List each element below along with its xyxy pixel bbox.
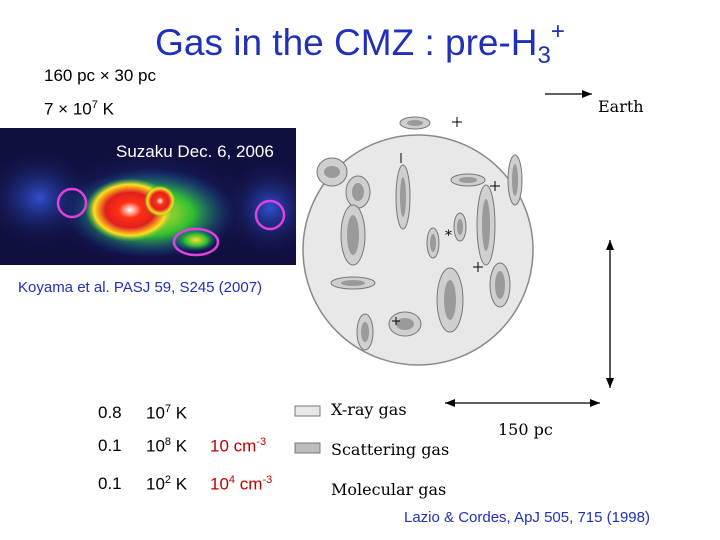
xray-image-caption: Suzaku Dec. 6, 2006 xyxy=(116,142,274,161)
temperature-cell: 102 K xyxy=(146,474,188,494)
fraction-cell: 0.8 xyxy=(98,403,122,422)
legend-molecular-gas: Molecular gas xyxy=(331,480,447,499)
xray-gas-swatch xyxy=(294,405,321,417)
cmz-gas-diagram: * xyxy=(294,90,614,454)
density-cell: 104 cm-3 xyxy=(210,474,273,494)
region-temperature-text: 7 × 107 K xyxy=(44,99,114,119)
koyama-citation: Koyama et al. PASJ 59, S245 (2007) xyxy=(18,279,263,296)
temperature-cell: 108 K xyxy=(146,436,188,456)
scale-label: 150 pc xyxy=(498,420,553,439)
gas-clouds xyxy=(316,116,523,351)
slide-title: Gas in the CMZ : pre-H3+ xyxy=(155,18,565,69)
legend-xray-gas: X-ray gas xyxy=(331,400,407,419)
scattering-gas-swatch xyxy=(294,442,321,454)
fraction-cell: 0.1 xyxy=(98,474,122,493)
lazio-citation: Lazio & Cordes, ApJ 505, 715 (1998) xyxy=(404,509,650,526)
region-size-text: 160 pc × 30 pc xyxy=(44,66,157,85)
fraction-cell: 0.1 xyxy=(98,436,122,455)
earth-arrowhead xyxy=(582,90,592,98)
density-cell: 10 cm-3 xyxy=(210,436,267,456)
source-markers xyxy=(392,117,500,325)
earth-label: Earth xyxy=(598,97,644,116)
suzaku-xray-image xyxy=(0,128,296,265)
sgr-a-star-marker: * xyxy=(445,228,452,244)
temperature-cell: 107 K xyxy=(146,403,188,423)
legend-scattering-gas: Scattering gas xyxy=(331,440,450,459)
